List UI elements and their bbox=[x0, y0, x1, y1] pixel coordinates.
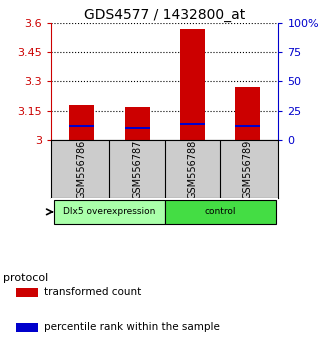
Bar bbox=[165, 200, 276, 224]
Text: GSM556787: GSM556787 bbox=[132, 139, 142, 199]
Text: Dlx5 overexpression: Dlx5 overexpression bbox=[63, 207, 156, 216]
Text: percentile rank within the sample: percentile rank within the sample bbox=[44, 322, 220, 332]
Bar bbox=[180, 123, 205, 125]
Text: transformed count: transformed count bbox=[44, 287, 141, 297]
Bar bbox=[236, 125, 260, 127]
Text: control: control bbox=[204, 207, 236, 216]
Bar bbox=[16, 323, 38, 332]
Bar bbox=[236, 87, 260, 140]
Text: GSM556789: GSM556789 bbox=[243, 139, 253, 199]
Text: protocol: protocol bbox=[3, 273, 48, 283]
Text: GSM556788: GSM556788 bbox=[188, 139, 197, 199]
Title: GDS4577 / 1432800_at: GDS4577 / 1432800_at bbox=[84, 8, 245, 22]
Bar bbox=[124, 127, 149, 129]
Bar bbox=[69, 125, 94, 127]
Bar bbox=[54, 200, 165, 224]
Bar bbox=[69, 105, 94, 140]
Bar bbox=[16, 288, 38, 297]
Text: GSM556786: GSM556786 bbox=[77, 139, 87, 199]
Bar bbox=[124, 107, 149, 140]
Bar bbox=[180, 29, 205, 140]
